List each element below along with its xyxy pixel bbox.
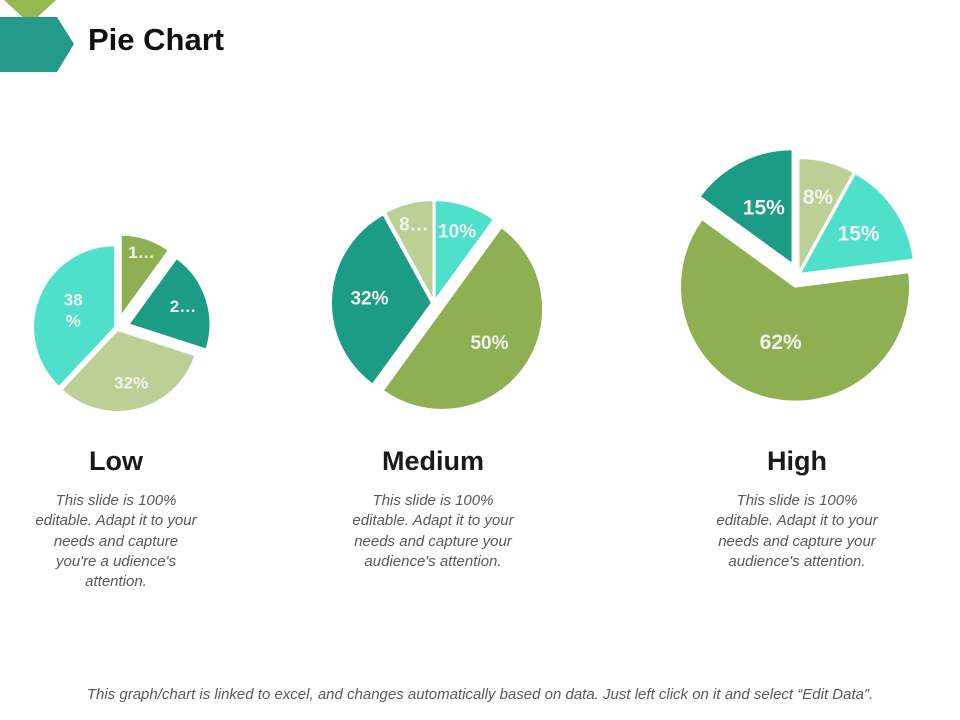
slice-label: 10% <box>438 221 476 242</box>
column-description-low: This slide is 100% editable. Adapt it to… <box>35 492 197 591</box>
slice-label: 15% <box>743 197 785 220</box>
pie-chart-high[interactable]: 8%15%62%15% <box>660 148 960 420</box>
slice-label: 1… <box>128 243 154 262</box>
slice-label: 38% <box>64 291 83 331</box>
pie-chart-medium[interactable]: 10% 50% 32% 8… <box>325 195 555 420</box>
pie-slice[interactable] <box>119 233 170 318</box>
pie-slice[interactable] <box>60 328 197 413</box>
pie-slice[interactable] <box>679 218 911 403</box>
pie-slice[interactable] <box>127 256 212 351</box>
pie-slice[interactable] <box>797 157 855 275</box>
pie-chart-low[interactable]: 1… 2… 32% 38% <box>10 225 225 425</box>
column-description-medium: This slide is 100% editable. Adapt it to… <box>352 492 514 570</box>
column-heading-low: Low <box>89 446 143 476</box>
pie-slice[interactable] <box>32 244 117 389</box>
slice-label: 32% <box>114 374 148 393</box>
footer-note: This graph/chart is linked to excel, and… <box>86 686 874 703</box>
slice-label: 62% <box>760 331 802 354</box>
pie-slice[interactable] <box>698 148 794 266</box>
slice-label: 8% <box>803 186 834 209</box>
column-high: High This slide is 100% editable. Adapt … <box>697 446 897 572</box>
column-description-high: This slide is 100% editable. Adapt it to… <box>716 492 878 570</box>
slice-label: 8… <box>399 214 429 235</box>
slice-label: 50% <box>470 333 508 354</box>
column-heading-medium: Medium <box>381 446 484 476</box>
chevron-down-icon <box>4 0 56 24</box>
header-accent-shape <box>0 0 74 72</box>
slide-title: Pie Chart <box>88 22 225 57</box>
column-heading-high: High <box>767 446 827 476</box>
slice-label: 32% <box>350 288 388 309</box>
pie-slice[interactable] <box>798 172 915 275</box>
slice-label: 15% <box>838 222 880 245</box>
column-low: Low This slide is 100% editable. Adapt i… <box>16 446 216 592</box>
slice-label: 2… <box>170 297 196 316</box>
column-medium: Medium This slide is 100% editable. Adap… <box>333 446 533 572</box>
arrow-right-icon <box>0 17 74 72</box>
pie-slice[interactable] <box>381 226 545 411</box>
pie-slice[interactable] <box>330 213 433 386</box>
pie-slice[interactable] <box>433 199 495 303</box>
pie-slice[interactable] <box>383 199 435 303</box>
